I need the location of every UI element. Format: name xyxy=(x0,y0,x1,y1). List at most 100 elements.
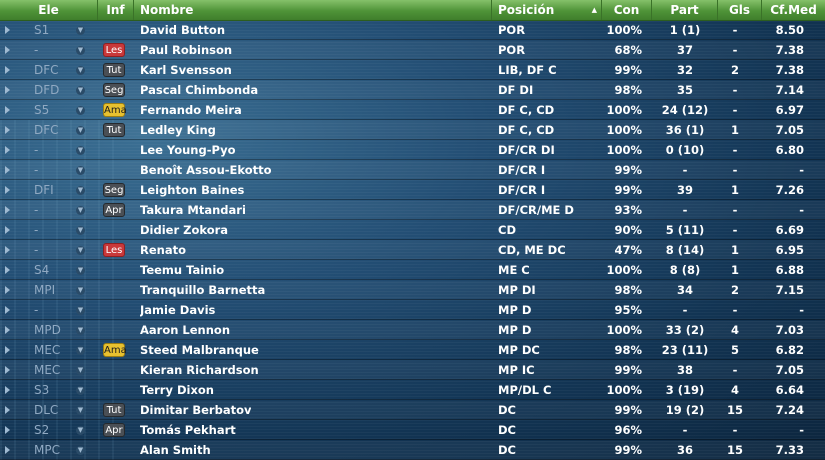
dropdown-icon[interactable]: ▼ xyxy=(76,346,85,355)
cell-nombre[interactable]: Aaron Lennon xyxy=(140,323,231,337)
table-row[interactable]: - ▼ Didier Zokora CD 90% 5 (11) - 6.69 xyxy=(0,221,825,240)
table-row[interactable]: DFC ▼ Tut Karl Svensson LIB, DF C 99% 32 2 7.38 xyxy=(0,61,825,80)
table-row[interactable]: - ▼ Lee Young-Pyo DF/CR DI 100% 0 (10) - 6.80 xyxy=(0,141,825,160)
cell-ele[interactable]: - xyxy=(34,143,39,157)
header-inf[interactable]: Inf xyxy=(98,0,134,20)
cell-ele[interactable]: DLC xyxy=(34,403,59,417)
table-row[interactable]: S3 ▼ Terry Dixon MP/DL C 100% 3 (19) 4 6.64 xyxy=(0,381,825,400)
expand-arrow-icon[interactable] xyxy=(5,346,10,354)
header-gls[interactable]: Gls xyxy=(718,0,762,20)
dropdown-icon[interactable]: ▼ xyxy=(76,46,85,55)
table-row[interactable]: S1 ▼ David Button POR 100% 1 (1) - 8.50 xyxy=(0,21,825,40)
table-row[interactable]: - ▼ Benoît Assou-Ekotto DF/CR I 99% - - - xyxy=(0,161,825,180)
dropdown-icon[interactable]: ▼ xyxy=(76,426,85,435)
header-cfmed[interactable]: Cf.Med xyxy=(770,3,817,17)
table-row[interactable]: - ▼ Jamie Davis MP D 95% - - - xyxy=(0,301,825,320)
cell-nombre[interactable]: David Button xyxy=(140,23,226,37)
expand-arrow-icon[interactable] xyxy=(5,66,10,74)
cell-nombre[interactable]: Teemu Tainio xyxy=(140,263,225,277)
expand-arrow-icon[interactable] xyxy=(5,166,10,174)
header-con[interactable]: Con xyxy=(602,0,652,20)
cell-nombre[interactable]: Jamie Davis xyxy=(140,303,216,317)
status-badge[interactable]: Apr xyxy=(103,423,125,437)
dropdown-icon[interactable]: ▼ xyxy=(76,226,85,235)
status-badge[interactable]: Apr xyxy=(103,203,125,217)
cell-nombre[interactable]: Tranquillo Barnetta xyxy=(140,283,266,297)
cell-nombre[interactable]: Renato xyxy=(140,243,186,257)
table-row[interactable]: MPC ▼ Alan Smith DC 99% 36 15 7.33 xyxy=(0,441,825,460)
cell-nombre[interactable]: Lee Young-Pyo xyxy=(140,143,236,157)
cell-ele[interactable]: MPD xyxy=(34,323,61,337)
expand-arrow-icon[interactable] xyxy=(5,186,10,194)
expand-arrow-icon[interactable] xyxy=(5,286,10,294)
dropdown-icon[interactable]: ▼ xyxy=(76,126,85,135)
dropdown-icon[interactable]: ▼ xyxy=(76,166,85,175)
cell-ele[interactable]: S4 xyxy=(34,263,50,277)
cell-nombre[interactable]: Terry Dixon xyxy=(140,383,214,397)
cell-nombre[interactable]: Pascal Chimbonda xyxy=(140,83,259,97)
status-badge[interactable]: Les xyxy=(103,243,125,257)
expand-arrow-icon[interactable] xyxy=(5,146,10,154)
status-badge[interactable]: Seg xyxy=(103,83,125,97)
expand-arrow-icon[interactable] xyxy=(5,126,10,134)
expand-arrow-icon[interactable] xyxy=(5,406,10,414)
cell-nombre[interactable]: Takura Mtandari xyxy=(140,203,246,217)
header-ele[interactable]: Ele xyxy=(0,0,98,20)
cell-nombre[interactable]: Didier Zokora xyxy=(140,223,229,237)
dropdown-icon[interactable]: ▼ xyxy=(76,206,85,215)
header-nombre[interactable]: Nombre xyxy=(134,0,492,20)
table-row[interactable]: - ▼ Apr Takura Mtandari DF/CR/ME D 93% - - - xyxy=(0,201,825,220)
expand-arrow-icon[interactable] xyxy=(5,306,10,314)
cell-nombre[interactable]: Kieran Richardson xyxy=(140,363,259,377)
table-row[interactable]: S5 ▼ Ama Fernando Meira DF C, CD 100% 24 (12) -… xyxy=(0,101,825,120)
table-row[interactable]: DLC ▼ Tut Dimitar Berbatov DC 99% 19 (2) 15 7.24 xyxy=(0,401,825,420)
expand-arrow-icon[interactable] xyxy=(5,366,10,374)
cell-nombre[interactable]: Fernando Meira xyxy=(140,103,242,117)
cell-ele[interactable]: S2 xyxy=(34,423,50,437)
cell-ele[interactable]: MEC xyxy=(34,363,61,377)
status-badge[interactable]: Tut xyxy=(103,123,125,137)
table-row[interactable]: S2 ▼ Apr Tomás Pekhart DC 96% - - - xyxy=(0,421,825,440)
table-row[interactable]: - ▼ Les Renato CD, ME DC 47% 8 (14) 1 6.95 xyxy=(0,241,825,260)
cell-ele[interactable]: - xyxy=(34,303,39,317)
expand-arrow-icon[interactable] xyxy=(5,226,10,234)
dropdown-icon[interactable]: ▼ xyxy=(76,86,85,95)
cell-ele[interactable]: - xyxy=(34,223,39,237)
expand-arrow-icon[interactable] xyxy=(5,386,10,394)
status-badge[interactable]: Tut xyxy=(103,403,125,417)
table-row[interactable]: DFI ▼ Seg Leighton Baines DF/CR I 99% 39 1 7.26 xyxy=(0,181,825,200)
status-badge[interactable]: Les xyxy=(103,43,125,57)
header-part[interactable]: Part xyxy=(652,0,718,20)
cell-nombre[interactable]: Ledley King xyxy=(140,123,216,137)
cell-ele[interactable]: MEC xyxy=(34,343,61,357)
cell-nombre[interactable]: Benoît Assou-Ekotto xyxy=(140,163,272,177)
cell-nombre[interactable]: Leighton Baines xyxy=(140,183,245,197)
expand-arrow-icon[interactable] xyxy=(5,206,10,214)
cell-ele[interactable]: S5 xyxy=(34,103,50,117)
dropdown-icon[interactable]: ▼ xyxy=(76,406,85,415)
cell-ele[interactable]: MPC xyxy=(34,443,60,457)
cell-nombre[interactable]: Paul Robinson xyxy=(140,43,233,57)
dropdown-icon[interactable]: ▼ xyxy=(76,306,85,315)
dropdown-icon[interactable]: ▼ xyxy=(76,446,85,455)
expand-arrow-icon[interactable] xyxy=(5,326,10,334)
expand-arrow-icon[interactable] xyxy=(5,46,10,54)
status-badge[interactable]: Seg xyxy=(103,183,125,197)
header-posicion[interactable]: Posición ▲ xyxy=(492,0,602,20)
dropdown-icon[interactable]: ▼ xyxy=(76,66,85,75)
table-row[interactable]: MPD ▼ Aaron Lennon MP D 100% 33 (2) 4 7.03 xyxy=(0,321,825,340)
status-badge[interactable]: Ama xyxy=(103,103,127,117)
cell-nombre[interactable]: Tomás Pekhart xyxy=(140,423,236,437)
table-row[interactable]: DFD ▼ Seg Pascal Chimbonda DF DI 98% 35 - 7.14 xyxy=(0,81,825,100)
expand-arrow-icon[interactable] xyxy=(5,26,10,34)
table-row[interactable]: DFC ▼ Tut Ledley King DF C, CD 100% 36 (1) 1 7.0… xyxy=(0,121,825,140)
status-badge[interactable]: Tut xyxy=(103,63,125,77)
expand-arrow-icon[interactable] xyxy=(5,86,10,94)
cell-nombre[interactable]: Steed Malbranque xyxy=(140,343,259,357)
cell-ele[interactable]: DFI xyxy=(34,183,54,197)
cell-ele[interactable]: DFC xyxy=(34,63,59,77)
status-badge[interactable]: Ama xyxy=(103,343,127,357)
dropdown-icon[interactable]: ▼ xyxy=(76,106,85,115)
cell-ele[interactable]: MPI xyxy=(34,283,56,297)
dropdown-icon[interactable]: ▼ xyxy=(76,386,85,395)
